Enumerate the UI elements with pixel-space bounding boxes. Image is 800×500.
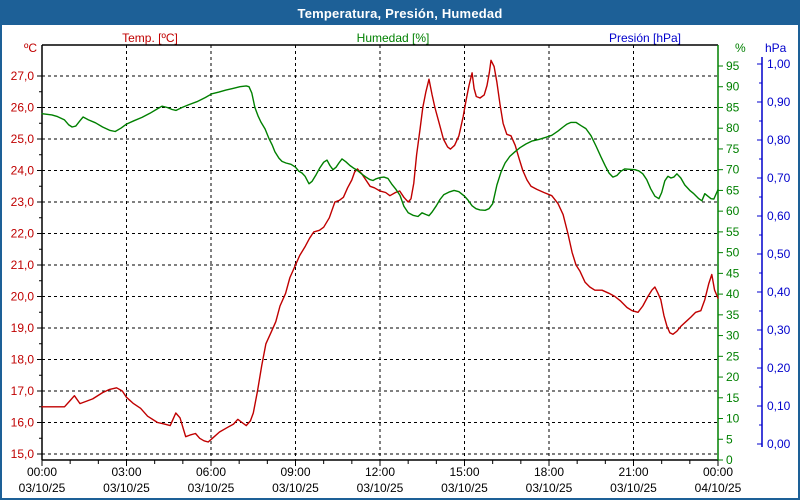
temp-tick-label: 24,0	[11, 164, 35, 178]
pressure-tick-label: 0,10	[767, 399, 791, 413]
humidity-tick-label: 85	[726, 100, 740, 114]
humidity-tick-label: 60	[726, 204, 740, 218]
temp-tick-label: 16,0	[11, 416, 35, 430]
temp-tick-label: 20,0	[11, 290, 35, 304]
time-tick-label: 12:00	[365, 465, 395, 479]
humidity-tick-label: 40	[726, 287, 740, 301]
humidity-axis-unit: %	[735, 41, 746, 55]
time-tick-label: 06:00	[196, 465, 226, 479]
legend-pressure-label: Presión [hPa]	[608, 31, 682, 45]
humidity-tick-label: 90	[726, 80, 740, 94]
pressure-tick-label: 0,60	[767, 209, 791, 223]
pressure-axis-unit: hPa	[765, 41, 787, 55]
time-tick-label: 00:00	[703, 465, 733, 479]
humidity-tick-label: 5	[726, 432, 733, 446]
date-tick-label: 03/10/25	[441, 481, 488, 495]
date-tick-label: 03/10/25	[357, 481, 404, 495]
time-tick-label: 00:00	[27, 465, 57, 479]
humidity-tick-label: 95	[726, 59, 740, 73]
time-tick-label: 09:00	[280, 465, 310, 479]
time-tick-label: 21:00	[618, 465, 648, 479]
humidity-tick-label: 55	[726, 225, 740, 239]
temp-tick-label: 27,0	[11, 69, 35, 83]
humidity-tick-label: 75	[726, 142, 740, 156]
time-tick-label: 03:00	[111, 465, 141, 479]
pressure-tick-label: 0,70	[767, 171, 791, 185]
date-tick-label: 03/10/25	[610, 481, 657, 495]
pressure-tick-label: 0,20	[767, 361, 791, 375]
pressure-tick-label: 0,00	[767, 437, 791, 451]
temp-axis-unit: ºC	[24, 41, 37, 55]
pressure-tick-label: 0,80	[767, 133, 791, 147]
temp-tick-label: 15,0	[11, 447, 35, 461]
temp-tick-label: 19,0	[11, 321, 35, 335]
date-tick-label: 03/10/25	[188, 481, 235, 495]
legend-temp-label: Temp. [ºC]	[122, 31, 178, 45]
legend-humidity-label: Humedad [%]	[356, 31, 430, 45]
window-title: Temperatura, Presión, Humedad	[297, 6, 503, 21]
pressure-tick-label: 0,30	[767, 323, 791, 337]
temp-tick-label: 26,0	[11, 101, 35, 115]
time-tick-label: 18:00	[534, 465, 564, 479]
temp-tick-label: 21,0	[11, 258, 35, 272]
pressure-tick-label: 0,50	[767, 247, 791, 261]
humidity-tick-label: 35	[726, 308, 740, 322]
pressure-tick-label: 0,40	[767, 285, 791, 299]
date-tick-label: 04/10/25	[695, 481, 742, 495]
title-bar: Temperatura, Presión, Humedad	[2, 2, 798, 25]
humidity-tick-label: 10	[726, 412, 740, 426]
humidity-tick-label: 80	[726, 121, 740, 135]
date-tick-label: 03/10/25	[19, 481, 66, 495]
humidity-tick-label: 15	[726, 391, 740, 405]
temp-tick-label: 18,0	[11, 353, 35, 367]
humidity-tick-label: 65	[726, 183, 740, 197]
series-line-temp	[41, 59, 719, 443]
temp-tick-label: 17,0	[11, 384, 35, 398]
humidity-tick-label: 20	[726, 370, 740, 384]
humidity-tick-label: 25	[726, 349, 740, 363]
pressure-tick-label: 0,90	[767, 95, 791, 109]
date-tick-label: 03/10/25	[526, 481, 573, 495]
date-tick-label: 03/10/25	[103, 481, 150, 495]
time-tick-label: 15:00	[449, 465, 479, 479]
pressure-tick-label: 1,00	[767, 57, 791, 71]
humidity-tick-label: 70	[726, 163, 740, 177]
temp-tick-label: 22,0	[11, 227, 35, 241]
temp-tick-label: 25,0	[11, 132, 35, 146]
temp-tick-label: 23,0	[11, 195, 35, 209]
humidity-tick-label: 30	[726, 329, 740, 343]
humidity-tick-label: 50	[726, 246, 740, 260]
humidity-tick-label: 45	[726, 266, 740, 280]
date-tick-label: 03/10/25	[272, 481, 319, 495]
humidity-tick-label: 0	[726, 453, 733, 467]
series-line-humidity	[41, 85, 719, 218]
